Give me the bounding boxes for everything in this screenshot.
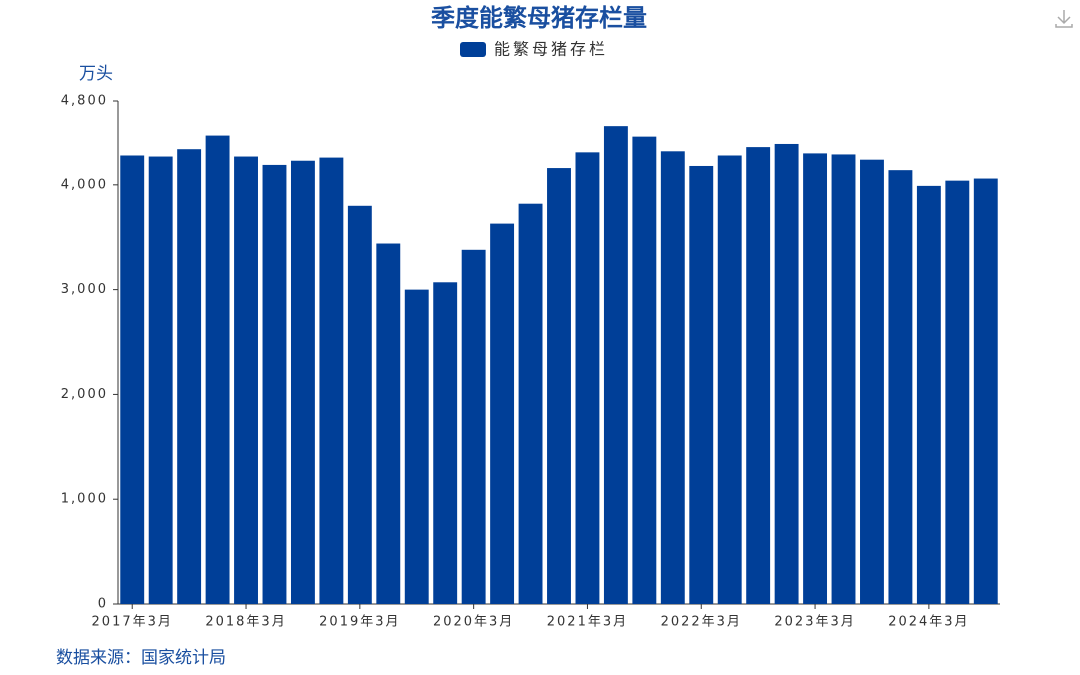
bar	[262, 164, 287, 604]
x-tick-label: 2021年3月	[547, 615, 628, 630]
bar	[603, 126, 628, 605]
bar	[632, 136, 657, 605]
source-note: 数据来源：国家统计局	[56, 648, 226, 668]
bar	[120, 155, 145, 604]
bar	[973, 178, 998, 604]
bar	[575, 152, 600, 605]
download-icon[interactable]	[1055, 10, 1073, 28]
legend-swatch	[460, 42, 486, 57]
x-tick-label: 2018年3月	[205, 615, 286, 630]
bar	[376, 243, 401, 604]
bar	[319, 157, 344, 604]
bar	[234, 156, 258, 604]
bar	[831, 154, 856, 604]
bar	[774, 143, 799, 604]
bar	[888, 170, 913, 604]
y-tick-label: 3,000	[61, 282, 108, 297]
bar	[290, 160, 315, 604]
bar	[404, 289, 429, 604]
bar	[746, 147, 771, 604]
x-tick-label: 2020年3月	[433, 615, 514, 630]
y-tick-label: 2,000	[61, 387, 108, 402]
bar	[945, 180, 970, 604]
x-tick-label: 2024年3月	[888, 615, 969, 630]
legend-label: 能繁母猪存栏	[494, 40, 608, 59]
bar	[433, 282, 458, 604]
bar	[660, 151, 685, 605]
x-tick-label: 2022年3月	[661, 615, 742, 630]
bar	[461, 249, 486, 604]
y-tick-label: 4,000	[61, 177, 108, 192]
x-tick-label: 2017年3月	[92, 615, 173, 630]
y-tick-label: 4,800	[61, 94, 108, 109]
bar	[717, 155, 742, 604]
chart-title: 季度能繁母猪存栏量	[431, 4, 647, 32]
bar	[518, 203, 543, 604]
bar	[177, 149, 202, 604]
bar	[347, 205, 372, 604]
y-tick-label: 0	[98, 597, 108, 612]
bar	[148, 156, 173, 604]
bar	[860, 159, 884, 604]
bar	[205, 135, 230, 605]
y-tick-label: 1,000	[61, 492, 108, 507]
bar	[803, 153, 828, 605]
bar	[689, 165, 714, 605]
bar	[547, 168, 571, 605]
x-tick-label: 2019年3月	[319, 615, 400, 630]
bar	[916, 185, 941, 604]
y-axis-label: 万头	[79, 64, 113, 84]
bar	[490, 223, 515, 604]
x-tick-label: 2023年3月	[774, 615, 855, 630]
